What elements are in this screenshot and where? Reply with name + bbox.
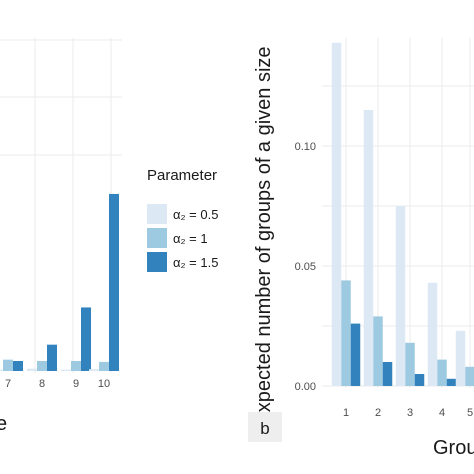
panel-b-bar — [395, 206, 406, 386]
panel-b-bar — [446, 378, 457, 386]
panel-b-x-tick: 5 — [467, 407, 473, 419]
panel-a-bar — [99, 361, 109, 371]
panel-a-x-axis-title: e — [0, 413, 7, 435]
panel-a-x-tick: 8 — [39, 378, 45, 390]
panel-b-bar — [414, 374, 425, 386]
panel-a-bar — [0, 369, 3, 371]
panel-b-bar — [382, 362, 393, 386]
panel-b-y-axis-title: Expected number of groups of a given siz… — [253, 46, 275, 425]
legend-swatch — [147, 252, 167, 272]
panel-b-bar — [363, 110, 374, 386]
panel-b-bar — [427, 282, 438, 386]
panel-a-bar — [47, 344, 57, 371]
panel-b-label-box — [248, 412, 282, 442]
legend-label: α₂ = 1.5 — [173, 255, 218, 270]
panel-a-bar — [37, 361, 47, 371]
panel-b-y-tick: 0.05 — [295, 261, 316, 273]
legend-label: α₂ = 1 — [173, 231, 208, 246]
panel-a-bar — [109, 193, 119, 371]
panel-b-y-tick: 0.10 — [295, 141, 316, 153]
panel-b-bar — [331, 42, 342, 387]
panel-a-bar — [71, 361, 81, 371]
panel-a-x-tick: 10 — [98, 378, 110, 390]
panel-a-x-tick: 7 — [5, 378, 11, 390]
panel-b-bar — [405, 342, 415, 386]
panel-a-bar — [89, 369, 99, 371]
panel-a-bar — [3, 359, 13, 371]
panel-b-bar — [350, 323, 361, 386]
panel-b-y-tick: 0.00 — [295, 381, 316, 393]
panel-b-bar — [455, 330, 466, 386]
panel-b-bar — [341, 280, 351, 386]
panel-b-bar — [373, 316, 383, 386]
panel-b-x-tick: 2 — [375, 407, 381, 419]
panel-a-bar — [61, 369, 71, 371]
panel-b-x-tick: 1 — [343, 407, 349, 419]
legend-swatch — [147, 228, 167, 248]
panel-b-bar — [437, 359, 447, 386]
panel-b-x-tick: 4 — [439, 407, 445, 419]
panel-b-bar — [465, 366, 474, 386]
panel-a-bar — [13, 361, 23, 371]
panel-a-x-tick: 9 — [73, 378, 79, 390]
legend-title: Parameter — [147, 167, 217, 184]
panel-a-bar — [81, 307, 91, 371]
panel-b-x-axis-title: Grou — [433, 437, 474, 459]
legend-label: α₂ = 0.5 — [173, 207, 218, 222]
panel-b-x-tick: 3 — [407, 407, 413, 419]
legend-swatch — [147, 204, 167, 224]
panel-a-bar — [27, 368, 37, 371]
panel-b-label: b — [260, 419, 269, 438]
